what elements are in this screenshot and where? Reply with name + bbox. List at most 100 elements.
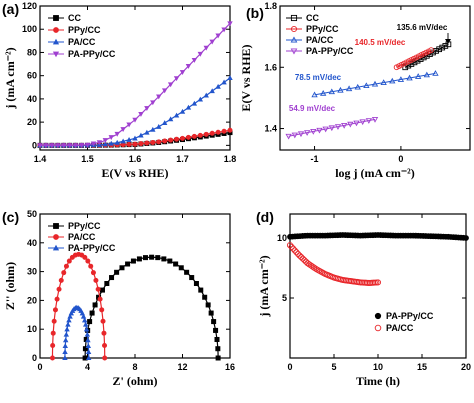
legend-marker-b bbox=[290, 25, 298, 33]
data-point-c bbox=[109, 275, 115, 281]
legend-marker-b bbox=[290, 48, 298, 55]
data-point-b bbox=[334, 124, 342, 130]
data-point-a bbox=[209, 130, 215, 136]
data-point-a bbox=[102, 141, 109, 147]
legend-marker-c bbox=[52, 244, 60, 251]
plot-b: -1 0 1.4 1.6 1.8 log j (mA cm⁻²) E(V vs RHE) CC… bbox=[239, 1, 471, 180]
data-point-c bbox=[63, 263, 69, 269]
y-axis-label-a: j (mA cm⁻²) bbox=[3, 47, 17, 109]
data-point-a bbox=[197, 96, 204, 102]
x-tick-label-c: 0 bbox=[37, 362, 42, 372]
data-point-c bbox=[97, 296, 103, 302]
data-point-a bbox=[138, 132, 144, 138]
plot-d: 0 5 10 15 20 5 10 Time (h) j (mA cm⁻²) PA-PPy/CC P… bbox=[257, 213, 471, 388]
data-point-c bbox=[161, 256, 167, 262]
data-point-b bbox=[328, 88, 335, 95]
slope-annotation-b: 78.5 mV/dec bbox=[295, 73, 342, 82]
data-point-a bbox=[55, 143, 61, 149]
data-point-a bbox=[227, 21, 233, 27]
data-point-d bbox=[310, 264, 318, 271]
legend-marker-a bbox=[52, 51, 60, 58]
legend-marker-d bbox=[374, 312, 382, 320]
data-point-a bbox=[221, 79, 227, 85]
data-point-a bbox=[215, 33, 221, 39]
y-tick-label-a: 0 bbox=[32, 140, 37, 150]
y-tick-label-b: 1.8 bbox=[264, 1, 277, 11]
data-point-b bbox=[423, 71, 430, 78]
data-point-a bbox=[78, 143, 85, 148]
y-tick-label-a: 100 bbox=[22, 24, 37, 34]
data-point-a bbox=[185, 64, 192, 69]
data-point-c bbox=[92, 302, 98, 308]
data-point-a bbox=[37, 143, 43, 149]
data-point-c bbox=[100, 318, 106, 324]
x-tick-label-b: 0 bbox=[398, 154, 403, 164]
data-point-d bbox=[291, 247, 298, 254]
data-point-a bbox=[144, 129, 150, 135]
legend-marker-a bbox=[52, 38, 60, 45]
data-point-c bbox=[66, 258, 72, 264]
x-tick-label-a: 1.8 bbox=[224, 154, 237, 164]
data-point-b bbox=[371, 116, 379, 123]
data-point-b bbox=[427, 51, 433, 57]
data-point-c bbox=[167, 258, 173, 264]
y-tick-label-b: 1.6 bbox=[264, 62, 277, 72]
data-point-c bbox=[50, 330, 56, 336]
legend-marker-c bbox=[53, 234, 59, 240]
data-point-d bbox=[312, 265, 319, 272]
data-point-c bbox=[99, 287, 105, 293]
data-point-b bbox=[442, 43, 449, 49]
data-point-c bbox=[81, 317, 88, 323]
data-point-c bbox=[82, 254, 88, 260]
x-tick-label-d: 10 bbox=[373, 362, 383, 372]
y-axis-label-c: Z'' (ohm) bbox=[3, 262, 17, 310]
data-point-a bbox=[215, 83, 221, 89]
data-point-a bbox=[138, 141, 144, 147]
data-point-a bbox=[185, 134, 191, 140]
y-tick-label-c: 0 bbox=[32, 353, 37, 363]
data-point-a bbox=[72, 143, 79, 149]
data-point-a bbox=[203, 45, 209, 51]
data-point-d bbox=[463, 235, 469, 241]
series-line-c bbox=[84, 256, 219, 359]
data-point-a bbox=[167, 116, 174, 122]
data-point-a bbox=[161, 88, 168, 94]
y-tick-label-b: 1.4 bbox=[264, 124, 277, 134]
data-point-c bbox=[215, 346, 221, 352]
legend-marker-a bbox=[53, 27, 59, 33]
data-point-c bbox=[125, 261, 131, 267]
data-point-c bbox=[149, 254, 155, 260]
data-point-c bbox=[62, 349, 68, 354]
data-point-b bbox=[291, 132, 298, 139]
data-point-a bbox=[108, 140, 114, 146]
data-point-d bbox=[374, 279, 382, 286]
x-axis-label-a: E(V vs RHE) bbox=[101, 166, 168, 180]
data-point-a bbox=[150, 100, 156, 106]
data-point-c bbox=[85, 355, 92, 361]
panel-label-d: (d) bbox=[256, 209, 274, 225]
x-tick-label-a: 1.5 bbox=[81, 154, 94, 164]
data-point-b bbox=[432, 70, 439, 76]
data-point-b bbox=[285, 133, 292, 140]
data-point-a bbox=[138, 111, 144, 117]
data-point-c bbox=[93, 277, 99, 283]
y-tick-label-c: 40 bbox=[27, 238, 37, 248]
data-point-c bbox=[95, 286, 101, 292]
data-point-c bbox=[68, 310, 75, 316]
y-tick-label-a: 80 bbox=[27, 47, 37, 57]
x-tick-label-d: 20 bbox=[461, 362, 471, 372]
y-tick-label-c: 30 bbox=[27, 267, 37, 277]
data-point-a bbox=[66, 143, 73, 149]
data-point-a bbox=[221, 128, 227, 134]
data-point-b bbox=[316, 127, 323, 134]
data-point-b bbox=[359, 119, 366, 126]
data-point-a bbox=[174, 136, 180, 142]
data-point-c bbox=[61, 270, 67, 276]
data-point-a bbox=[132, 135, 138, 141]
data-point-b bbox=[320, 89, 327, 96]
data-point-d bbox=[296, 252, 303, 259]
legend-label-a: PA-PPy/CC bbox=[68, 49, 116, 59]
data-point-a bbox=[191, 57, 198, 63]
data-point-c bbox=[82, 346, 88, 352]
data-point-c bbox=[119, 265, 125, 271]
